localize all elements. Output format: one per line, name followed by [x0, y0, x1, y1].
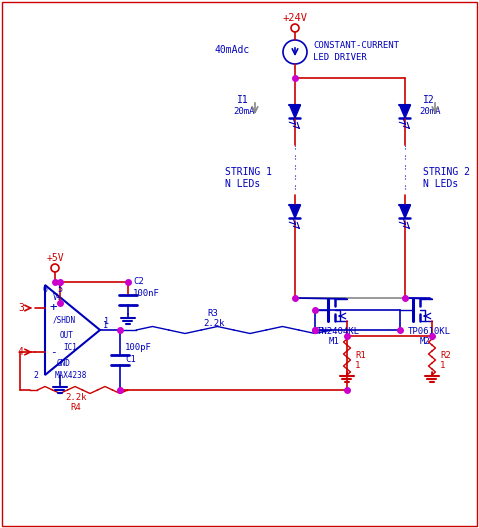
Text: M1: M1: [329, 337, 340, 346]
Text: 20mA: 20mA: [419, 108, 441, 117]
Text: +24V: +24V: [283, 13, 308, 23]
Text: 40mAdc: 40mAdc: [215, 45, 250, 55]
Text: V+: V+: [53, 293, 62, 301]
Text: IC1: IC1: [63, 344, 77, 353]
Text: 4: 4: [18, 347, 24, 357]
Text: 2: 2: [33, 371, 38, 380]
Text: STRING 2: STRING 2: [423, 167, 470, 177]
Text: 2.2k: 2.2k: [204, 319, 225, 328]
Text: 6  5: 6 5: [43, 286, 63, 295]
Text: 1: 1: [355, 362, 360, 371]
Text: -: -: [50, 347, 57, 357]
Text: /SHDN: /SHDN: [53, 316, 76, 325]
Text: LED DRIVER: LED DRIVER: [313, 52, 367, 61]
Text: 1: 1: [440, 362, 445, 371]
Text: 1: 1: [104, 317, 109, 326]
Text: 20mA: 20mA: [233, 108, 254, 117]
Text: 1: 1: [103, 322, 108, 331]
Text: STRING 1: STRING 1: [225, 167, 272, 177]
Text: C1: C1: [125, 355, 136, 364]
Polygon shape: [289, 205, 300, 218]
Text: MAX4238: MAX4238: [55, 372, 87, 381]
Text: 100pF: 100pF: [125, 344, 152, 353]
Text: TP0610KL: TP0610KL: [408, 327, 451, 336]
Text: N LEDs: N LEDs: [423, 179, 458, 189]
Text: M2: M2: [420, 337, 431, 346]
Text: 100nF: 100nF: [133, 288, 160, 297]
Text: I1: I1: [237, 95, 249, 105]
Polygon shape: [399, 205, 411, 218]
Text: CONSTANT-CURRENT: CONSTANT-CURRENT: [313, 42, 399, 51]
Text: OUT: OUT: [60, 331, 74, 340]
Text: R4: R4: [70, 403, 81, 412]
Text: N LEDs: N LEDs: [225, 179, 260, 189]
Polygon shape: [399, 105, 411, 118]
Text: C2: C2: [133, 278, 144, 287]
Text: 2.2k: 2.2k: [65, 393, 87, 402]
Polygon shape: [289, 105, 300, 118]
Text: +5V: +5V: [46, 253, 64, 263]
Text: R2: R2: [440, 352, 451, 361]
Text: TN2404KL: TN2404KL: [317, 327, 360, 336]
Text: R3: R3: [207, 309, 218, 318]
Text: I2: I2: [423, 95, 435, 105]
Text: 3: 3: [18, 303, 24, 313]
Text: +: +: [50, 301, 57, 315]
Text: R1: R1: [355, 352, 366, 361]
Text: GND: GND: [57, 359, 71, 367]
